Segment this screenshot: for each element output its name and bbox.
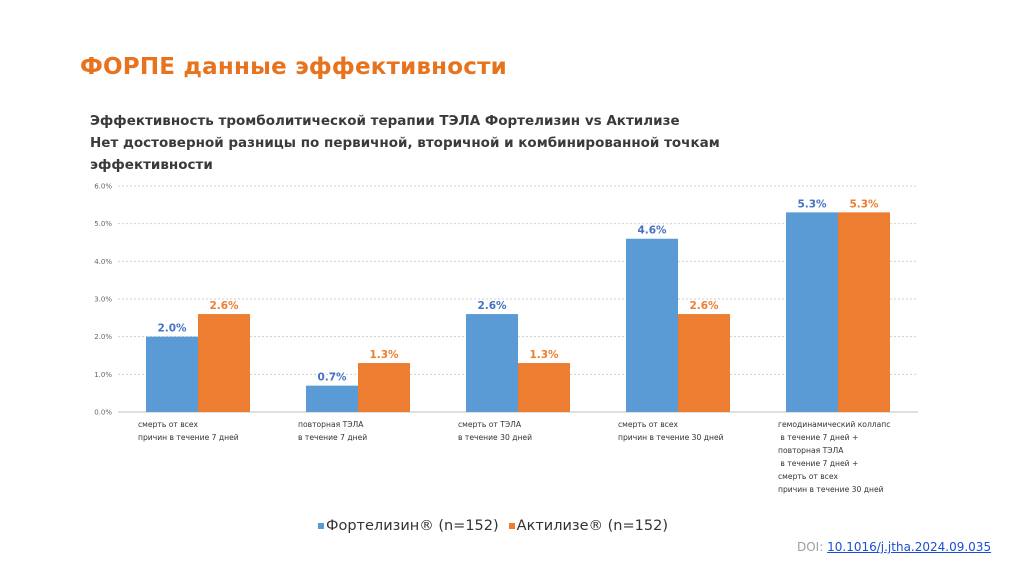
chart-title-line-1: Эффективность тромболитической терапии Т… xyxy=(90,113,680,129)
category-label: гемодинамический коллапс в течение 7 дне… xyxy=(778,418,890,496)
data-labels: 2.0% 2.6% 0.7% 1.3% 2.6% 1.3% 4.6% 2.6% 5.3% 5.3% xyxy=(157,198,879,383)
bar-actilyse xyxy=(838,212,890,412)
data-label: 2.0% xyxy=(157,323,187,335)
legend-swatch-fortelyzin xyxy=(318,523,324,529)
category-label: смерть от всех причин в течение 30 дней xyxy=(618,418,724,444)
chart-title-line-2: Нет достоверной разницы по первичной, вт… xyxy=(90,135,720,151)
bar-actilyse xyxy=(518,363,570,412)
category-label: смерть от всех причин в течение 7 дней xyxy=(138,418,239,444)
data-label: 5.3% xyxy=(849,198,879,210)
data-label: 2.6% xyxy=(477,300,507,312)
category-label-line: в течение 30 дней xyxy=(458,433,533,442)
doi-link[interactable]: 10.1016/j.jtha.2024.09.035 xyxy=(827,540,992,554)
category-label-line: повторная ТЭЛА xyxy=(778,446,844,455)
category-label-line: гемодинамический коллапс xyxy=(778,420,891,429)
bar-actilyse xyxy=(678,314,730,412)
legend-label-fortelyzin: Фортелизин® (n=152) xyxy=(326,518,499,534)
category-label-line: в течение 7 дней xyxy=(298,433,368,442)
category-label-line: причин в течение 30 дней xyxy=(778,485,884,494)
bar-fortelyzin xyxy=(786,212,838,412)
data-label: 4.6% xyxy=(637,225,667,237)
category-label-line: причин в течение 7 дней xyxy=(138,433,239,442)
category-label: повторная ТЭЛА в течение 7 дней xyxy=(298,418,367,444)
data-label: 5.3% xyxy=(797,198,827,210)
data-label: 1.3% xyxy=(529,349,559,361)
slide-title: ФОРПЕ данные эффективности xyxy=(80,54,507,80)
y-tick-label: 2.0% xyxy=(94,333,112,341)
doi-reference: DOI: 10.1016/j.jtha.2024.09.035 xyxy=(797,540,991,554)
chart-title-line-3: эффективности xyxy=(90,157,213,173)
bar-actilyse xyxy=(198,314,250,412)
category-label-line: смерть от ТЭЛА xyxy=(458,420,522,429)
bar-fortelyzin xyxy=(146,336,198,412)
y-tick-label: 5.0% xyxy=(94,220,112,228)
bar-actilyse xyxy=(358,363,410,412)
bar-fortelyzin xyxy=(626,238,678,412)
doi-label: DOI: xyxy=(797,540,824,554)
legend-label-actilyse: Актилизе® (n=152) xyxy=(516,518,668,534)
y-tick-label: 1.0% xyxy=(94,371,112,379)
bar-fortelyzin xyxy=(306,385,358,412)
chart-bars xyxy=(146,212,890,412)
category-label-line: смерть от всех xyxy=(138,420,199,429)
category-label-line: в течение 7 дней + xyxy=(778,433,859,442)
legend-item-actilyse: Актилизе® (n=152) xyxy=(508,518,668,534)
data-label: 2.6% xyxy=(209,300,239,312)
category-label-line: смерть от всех xyxy=(778,472,839,481)
y-axis-ticks: 0.0% 1.0% 2.0% 3.0% 4.0% 5.0% 6.0% xyxy=(94,183,112,417)
category-label-line: смерть от всех xyxy=(618,420,679,429)
legend-item-fortelyzin: Фортелизин® (n=152) xyxy=(318,518,499,534)
category-label-line: причин в течение 30 дней xyxy=(618,433,724,442)
category-label-line: повторная ТЭЛА xyxy=(298,420,364,429)
y-tick-label: 4.0% xyxy=(94,258,112,266)
data-label: 1.3% xyxy=(369,349,399,361)
y-tick-label: 3.0% xyxy=(94,296,112,304)
y-tick-label: 0.0% xyxy=(94,409,112,417)
legend-swatch-actilyse xyxy=(508,523,515,529)
category-label: смерть от ТЭЛА в течение 30 дней xyxy=(458,418,532,444)
category-label-line: в течение 7 дней + xyxy=(778,459,859,468)
y-tick-label: 6.0% xyxy=(94,183,112,191)
bar-fortelyzin xyxy=(466,314,518,412)
data-label: 0.7% xyxy=(317,372,347,384)
chart-legend: Фортелизин® (n=152) Актилизе® (n=152) xyxy=(318,518,678,534)
data-label: 2.6% xyxy=(689,300,719,312)
